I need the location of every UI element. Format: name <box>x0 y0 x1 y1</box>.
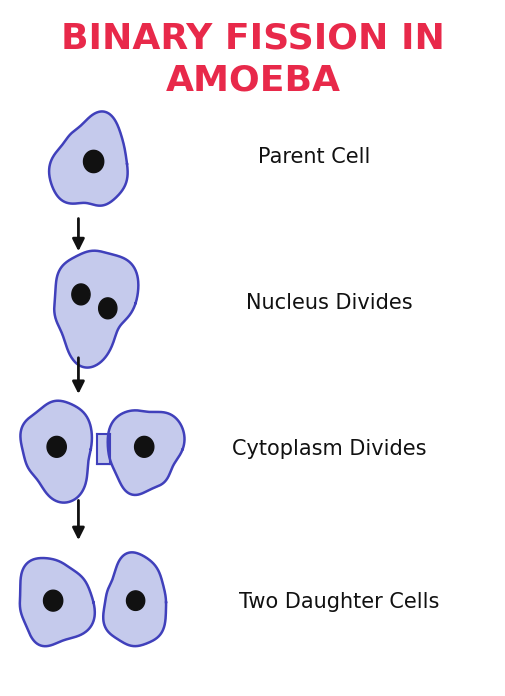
Polygon shape <box>47 436 66 457</box>
Text: Cytoplasm Divides: Cytoplasm Divides <box>231 439 425 459</box>
Text: Parent Cell: Parent Cell <box>257 147 369 166</box>
Polygon shape <box>134 436 154 457</box>
Polygon shape <box>49 111 127 205</box>
Polygon shape <box>108 411 184 495</box>
Polygon shape <box>72 284 90 305</box>
Polygon shape <box>126 591 144 610</box>
Text: Nucleus Divides: Nucleus Divides <box>245 293 412 313</box>
Polygon shape <box>20 401 92 503</box>
Text: BINARY FISSION IN: BINARY FISSION IN <box>61 22 444 55</box>
Polygon shape <box>83 150 104 173</box>
Polygon shape <box>103 553 166 646</box>
Polygon shape <box>97 434 110 464</box>
Polygon shape <box>98 298 117 319</box>
Text: Two Daughter Cells: Two Daughter Cells <box>238 592 438 612</box>
Polygon shape <box>43 590 63 611</box>
Text: AMOEBA: AMOEBA <box>165 63 340 97</box>
Polygon shape <box>20 558 94 646</box>
Polygon shape <box>54 251 138 367</box>
